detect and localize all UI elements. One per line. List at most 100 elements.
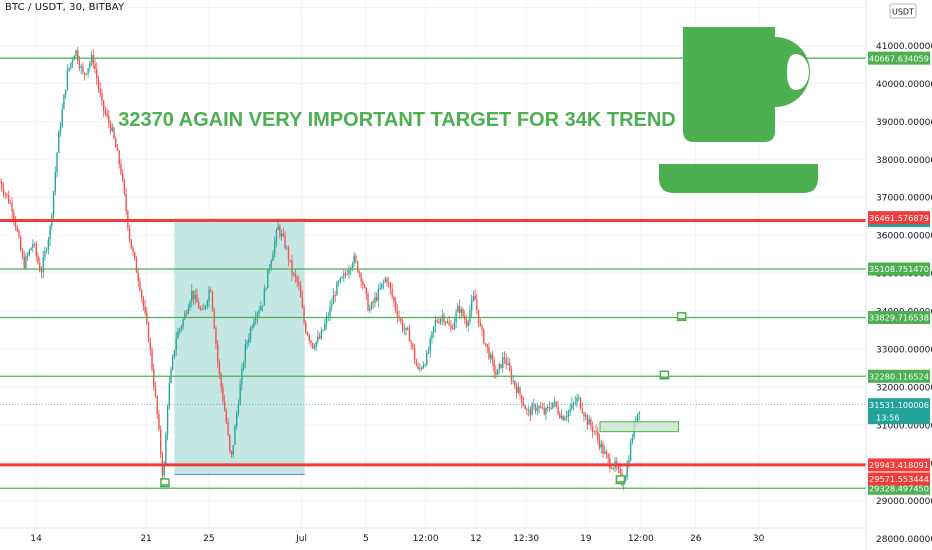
candle-body: [489, 354, 492, 359]
candle-body: [298, 281, 300, 286]
candle-body: [343, 273, 345, 277]
candle-body: [132, 248, 134, 253]
price-badge-label: 29328.497450: [869, 483, 929, 493]
candle-body: [484, 343, 487, 345]
candle-body: [624, 477, 627, 482]
candle-body: [244, 343, 247, 363]
candle-body: [325, 316, 328, 324]
last-price-badge: [868, 398, 930, 425]
candle-body: [334, 295, 336, 297]
price-badge: [868, 51, 930, 65]
candle-body: [391, 288, 393, 297]
candle-body: [234, 426, 236, 445]
candle-body: [256, 312, 259, 318]
candle-body: [296, 277, 298, 282]
candle-body: [559, 413, 561, 418]
candle-body: [239, 384, 241, 405]
candle-body: [206, 300, 209, 306]
candle-body: [451, 328, 454, 330]
candle-body: [220, 373, 222, 388]
candle-body: [177, 331, 179, 339]
candle-body: [576, 397, 578, 403]
candle-body: [267, 269, 269, 289]
time-tick-label: 26: [690, 534, 702, 544]
candle-body: [476, 300, 478, 310]
candle-body: [453, 321, 456, 330]
candle-body: [58, 131, 60, 153]
time-tick-label: 12:00: [413, 534, 439, 544]
candle-body: [581, 408, 583, 413]
candle-body: [358, 271, 361, 274]
candle-body: [251, 326, 253, 329]
price-tick-label: 38000.000000: [876, 156, 932, 166]
candle-body: [446, 322, 449, 323]
candle-body: [521, 395, 523, 403]
candle-body: [488, 347, 490, 359]
price-tick-label: 28000.000000: [876, 535, 932, 545]
candle-body: [400, 318, 402, 322]
candle-body: [413, 348, 416, 361]
candle-body: [225, 410, 228, 423]
price-badge-label: 36461.576879: [869, 213, 929, 223]
candle-body: [97, 78, 100, 89]
candle-body: [602, 443, 604, 454]
cup-marker-icon: [160, 478, 170, 486]
candle-body: [593, 431, 596, 433]
candle-body: [45, 249, 48, 251]
candle-body: [30, 247, 32, 250]
candle-body: [408, 329, 411, 342]
bar-countdown: 13:56: [876, 413, 900, 423]
candle-body: [253, 320, 255, 327]
candle-body: [619, 469, 621, 474]
candle-body: [139, 281, 141, 291]
candle-body: [541, 407, 544, 409]
candle-body: [229, 434, 231, 451]
candle-body: [638, 411, 640, 414]
candle-body: [369, 309, 371, 311]
candle-body: [498, 364, 501, 370]
candle-body: [137, 272, 139, 282]
candle-body: [458, 305, 461, 313]
candle-body: [578, 397, 580, 399]
candle-body: [320, 330, 323, 339]
time-tick-label: 21: [140, 534, 151, 544]
price-badge-label: 35108.751470: [869, 264, 929, 274]
candle-body: [329, 306, 331, 317]
time-tick-label: 12: [470, 534, 481, 544]
candle-body: [6, 193, 8, 196]
candle-body: [322, 330, 324, 331]
candle-body: [149, 341, 152, 350]
candle-body: [123, 179, 126, 194]
candle-body: [507, 363, 509, 365]
candle-body: [469, 310, 471, 322]
price-badge: [868, 262, 930, 276]
candle-body: [23, 257, 25, 269]
price-badge-label: 29943.418091: [869, 460, 929, 470]
candle-body: [427, 351, 430, 353]
candle-body: [109, 123, 112, 132]
candle-body: [481, 325, 483, 330]
price-badge: [868, 458, 930, 472]
candle-body: [545, 408, 547, 414]
candle-body: [216, 343, 219, 362]
candle-body: [49, 226, 51, 240]
candle-body: [13, 212, 15, 219]
candle-body: [44, 250, 46, 258]
candle-body: [312, 342, 314, 349]
candle-body: [538, 406, 540, 409]
candle-body: [445, 321, 447, 323]
candle-body: [560, 415, 563, 418]
candle-body: [274, 241, 276, 254]
candle-body: [140, 290, 143, 298]
candle-body: [519, 387, 521, 396]
candle-body: [351, 263, 354, 269]
candle-body: [237, 404, 240, 414]
candle-body: [208, 289, 210, 301]
time-tick-label: 14: [30, 534, 42, 544]
time-axis[interactable]: 14 21 25 Jul 5 12:00 12 12:30 19 12:00 26 30: [0, 527, 866, 544]
candle-body: [543, 408, 545, 414]
candle-body: [90, 55, 93, 64]
candle-body: [374, 297, 376, 304]
